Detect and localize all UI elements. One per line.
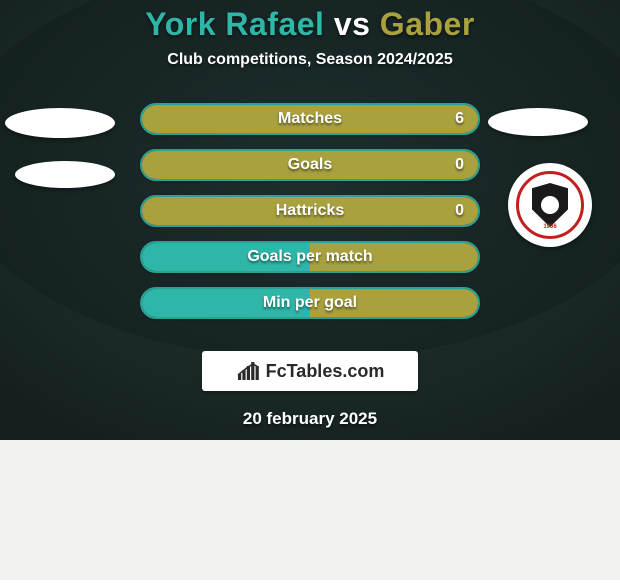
stat-rows-container: Matches 6 Goals 0 Hattricks 0 Goals per match M… <box>140 103 480 319</box>
subtitle: Club competitions, Season 2024/2025 <box>167 51 452 69</box>
brand-box[interactable]: FcTables.com <box>202 351 418 391</box>
stat-row: Hattricks 0 <box>140 195 480 227</box>
club-badge-year: 1936 <box>543 224 556 230</box>
footer-date: 20 february 2025 <box>243 409 377 429</box>
left-logo-placeholder-2 <box>15 161 115 188</box>
right-club-badge: 1936 <box>508 163 592 247</box>
stat-value-right: 0 <box>455 202 464 220</box>
content-wrapper: York Rafael vs Gaber Club competitions, … <box>0 0 620 580</box>
title-player-left: York Rafael <box>145 6 324 42</box>
club-badge-shield-inner <box>541 196 559 214</box>
stat-row: Goals 0 <box>140 149 480 181</box>
stat-label: Matches <box>278 110 342 128</box>
stat-row: Min per goal <box>140 287 480 319</box>
page-title: York Rafael vs Gaber <box>145 6 475 43</box>
stat-label: Goals per match <box>247 248 372 266</box>
brand-text: FcTables.com <box>266 361 385 382</box>
stat-value-right: 0 <box>455 156 464 174</box>
title-player-right: Gaber <box>380 6 475 42</box>
stat-row: Matches 6 <box>140 103 480 135</box>
stat-row: Goals per match <box>140 241 480 273</box>
stats-area: 1936 Matches 6 Goals 0 Hattricks 0 Goals per m… <box>0 103 620 333</box>
club-badge-shield-icon <box>530 183 570 227</box>
club-badge-ring: 1936 <box>516 171 584 239</box>
stat-label: Hattricks <box>276 202 344 220</box>
title-vs: vs <box>324 6 379 42</box>
stat-label: Min per goal <box>263 294 357 312</box>
right-logo-placeholder <box>488 108 588 136</box>
brand-chart-icon <box>236 361 262 381</box>
stat-value-right: 6 <box>455 110 464 128</box>
stat-label: Goals <box>288 156 332 174</box>
left-logo-placeholder-1 <box>5 108 115 138</box>
